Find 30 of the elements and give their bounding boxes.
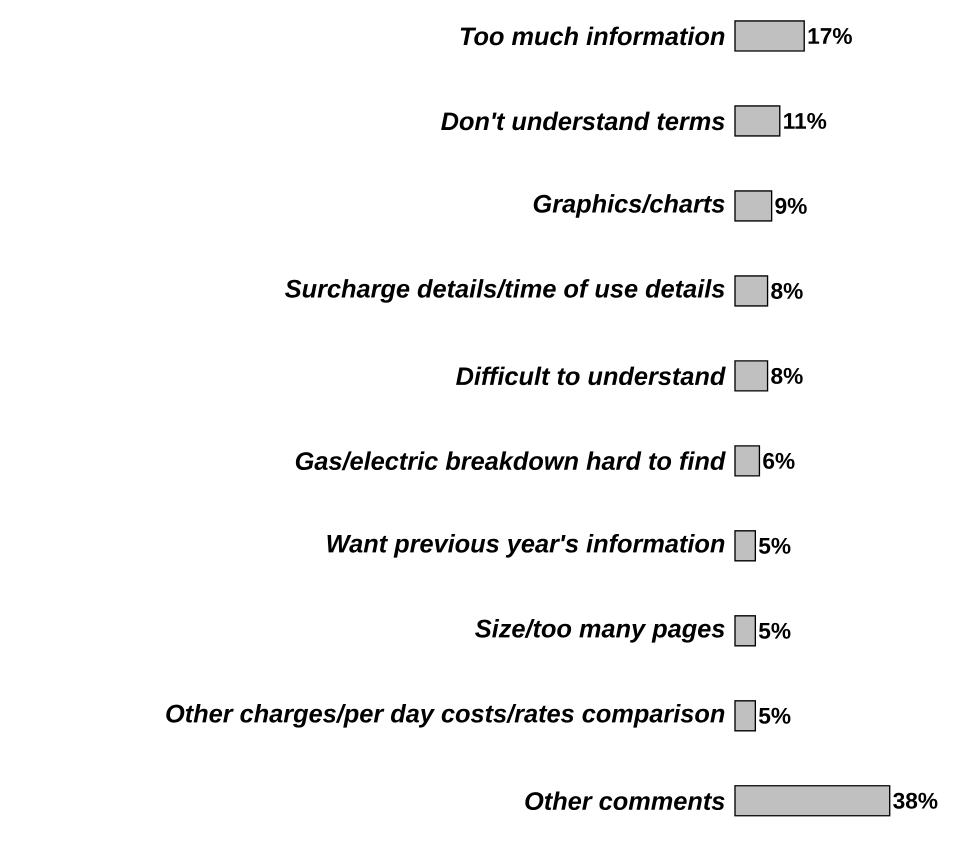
- data-label: 8%: [771, 282, 803, 299]
- bar: [734, 275, 768, 307]
- y-tick-label: Want previous year's information: [328, 534, 724, 558]
- bar: [734, 530, 756, 562]
- bar: [734, 615, 756, 646]
- y-tick-label: Too much information: [460, 26, 724, 46]
- y-tick-label: Don't understand terms: [441, 112, 725, 130]
- bar: [734, 190, 772, 222]
- data-label: 6%: [763, 452, 795, 469]
- bar: [734, 700, 756, 732]
- data-label: 38%: [893, 792, 938, 809]
- data-label: 11%: [784, 112, 826, 129]
- data-label: 8%: [771, 368, 803, 384]
- data-label: 5%: [758, 622, 790, 639]
- data-label: 17%: [808, 28, 852, 44]
- bar: [734, 785, 890, 816]
- bar: [734, 360, 768, 392]
- y-tick-label: Graphics/charts: [534, 194, 725, 218]
- y-tick-label: Other comments: [525, 791, 724, 810]
- bar: [734, 20, 805, 52]
- y-tick-label: Other charges/per day costs/rates comparison: [166, 704, 724, 728]
- bar: [734, 105, 780, 137]
- data-label: 5%: [758, 538, 790, 554]
- y-tick-label: Gas/electric breakdown hard to find: [296, 451, 726, 470]
- bar: [734, 445, 760, 477]
- y-tick-label: Surcharge details/time of use details: [285, 279, 725, 303]
- y-tick-label: Difficult to understand: [456, 366, 726, 386]
- data-label: 5%: [758, 708, 790, 724]
- data-label: 9%: [775, 198, 807, 214]
- y-tick-label: Size/too many pages: [475, 618, 725, 643]
